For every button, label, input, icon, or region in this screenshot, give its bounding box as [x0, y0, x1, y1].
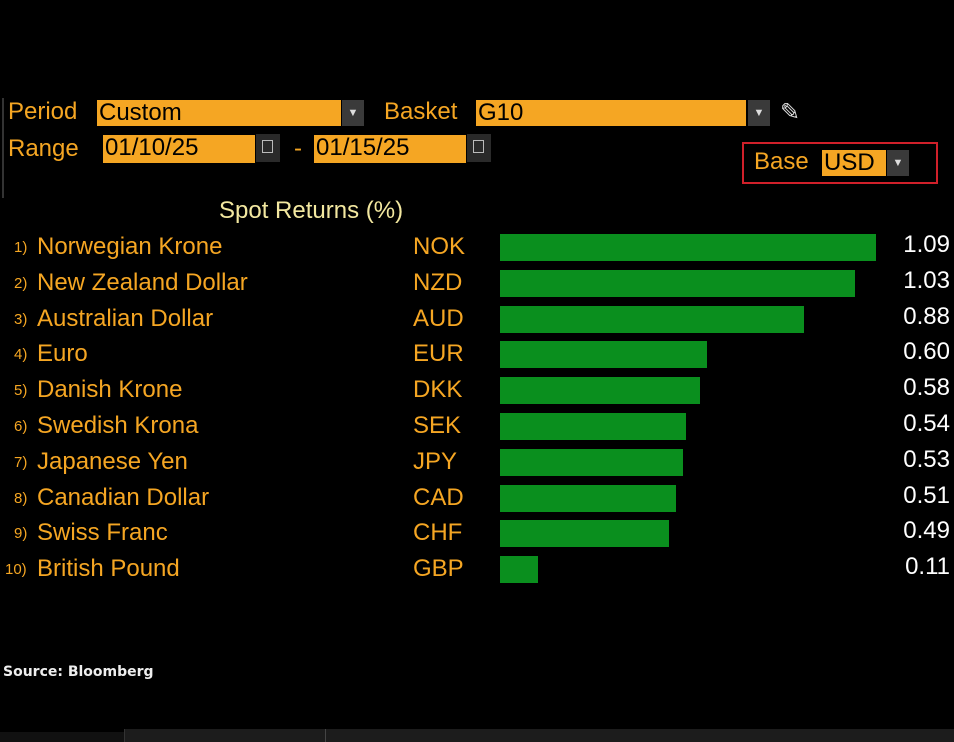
bar-row[interactable]: 10) British Pound GBP 0.11: [0, 553, 954, 589]
basket-select[interactable]: G10: [476, 100, 746, 126]
currency-name: Swiss Franc: [37, 519, 168, 547]
bar-dkk: [500, 377, 701, 405]
currency-code: CHF: [413, 519, 463, 547]
rank-number: 7): [14, 453, 28, 471]
calendar-icon[interactable]: [256, 134, 280, 162]
bar-row[interactable]: 2) New Zealand Dollar NZD 1.03: [0, 267, 954, 303]
rank-number: 4): [14, 346, 28, 364]
period-select[interactable]: Custom: [97, 100, 341, 126]
rank-number: 3): [14, 310, 28, 328]
bar-row[interactable]: 1) Norwegian Krone NOK 1.09: [0, 231, 954, 267]
value-label: 0.11: [905, 553, 950, 581]
source-label: Source: Bloomberg: [3, 664, 154, 680]
edit-pencil-icon[interactable]: ✎: [780, 99, 801, 126]
bar-row[interactable]: 5) Danish Krone DKK 0.58: [0, 374, 954, 410]
currency-code: GBP: [413, 555, 464, 583]
rank-number: 1): [14, 239, 28, 256]
base-label: Base: [754, 148, 809, 175]
range-start-input[interactable]: 01/10/25: [103, 135, 255, 163]
currency-code: SEK: [413, 412, 462, 439]
bar-jpy: [500, 448, 683, 476]
currency-name: Danish Krone: [37, 376, 183, 404]
value-label: 1.09: [903, 231, 950, 258]
base-dropdown-icon[interactable]: ▼: [887, 150, 909, 176]
currency-code: NOK: [413, 233, 466, 260]
value-label: 0.51: [903, 481, 950, 509]
period-label: Period: [8, 98, 78, 125]
left-border: [2, 98, 4, 198]
value-label: 0.60: [903, 338, 950, 366]
bar-row[interactable]: 4) Euro EUR 0.60: [0, 338, 954, 374]
base-select[interactable]: USD: [822, 150, 886, 176]
value-label: 0.88: [903, 302, 950, 330]
status-bar: [0, 729, 954, 742]
currency-code: CAD: [413, 483, 464, 511]
bar-row[interactable]: 3) Australian Dollar AUD 0.88: [0, 303, 954, 339]
currency-name: Canadian Dollar: [37, 483, 210, 511]
value-label: 0.49: [903, 517, 950, 545]
calendar-icon[interactable]: [467, 134, 491, 162]
bar-nzd: [500, 269, 856, 297]
bar-eur: [500, 341, 707, 369]
currency-name: New Zealand Dollar: [37, 268, 248, 296]
bar-aud: [500, 305, 804, 333]
bar-row[interactable]: 8) Canadian Dollar CAD 0.51: [0, 482, 954, 518]
rank-number: 2): [14, 274, 28, 292]
bar-cad: [500, 484, 676, 512]
currency-code: NZD: [413, 268, 463, 296]
rank-number: 10): [5, 561, 27, 579]
bar-gbp: [500, 556, 538, 584]
period-dropdown-icon[interactable]: ▼: [342, 100, 364, 126]
base-highlight-box: Base USD ▼: [742, 142, 938, 184]
currency-name: Australian Dollar: [37, 304, 214, 332]
value-label: 1.03: [903, 266, 950, 294]
currency-code: AUD: [413, 304, 464, 332]
value-label: 0.54: [903, 410, 950, 437]
currency-code: DKK: [413, 376, 463, 404]
currency-name: Norwegian Krone: [37, 233, 223, 260]
range-end-input[interactable]: 01/15/25: [314, 135, 466, 163]
basket-label: Basket: [384, 98, 458, 125]
rank-number: 5): [14, 382, 28, 400]
currency-name: Swedish Krona: [37, 412, 199, 439]
currency-code: JPY: [413, 447, 458, 475]
chart-title: Spot Returns (%): [219, 197, 404, 224]
value-label: 0.58: [903, 374, 950, 402]
currency-name: Japanese Yen: [37, 447, 188, 475]
bar-sek: [500, 413, 687, 440]
rank-number: 9): [14, 525, 28, 543]
currency-name: Euro: [37, 340, 88, 368]
value-label: 0.53: [903, 445, 950, 473]
currency-name: British Pound: [37, 555, 180, 583]
range-label: Range: [8, 135, 79, 162]
rank-number: 6): [14, 418, 28, 435]
bar-chf: [500, 520, 670, 548]
basket-dropdown-icon[interactable]: ▼: [748, 100, 770, 126]
bar-row[interactable]: 7) Japanese Yen JPY 0.53: [0, 446, 954, 482]
range-separator: -: [294, 135, 302, 162]
bar-row[interactable]: 6) Swedish Krona SEK 0.54: [0, 410, 954, 446]
bar-row[interactable]: 9) Swiss Franc CHF 0.49: [0, 517, 954, 553]
bar-nok: [500, 234, 877, 261]
rank-number: 8): [14, 489, 28, 507]
currency-code: EUR: [413, 340, 464, 368]
